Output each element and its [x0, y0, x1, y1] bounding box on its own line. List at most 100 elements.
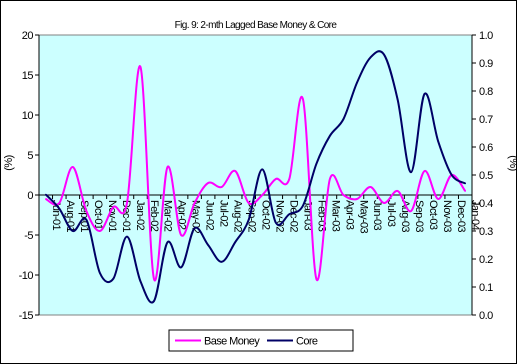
base-money-point	[139, 66, 142, 68]
base-money-point	[58, 202, 61, 204]
base-money-point	[99, 230, 101, 232]
base-money-point	[112, 206, 115, 208]
x-tick-label: Aug-02	[232, 200, 244, 232]
y-left-tick-label: 5	[27, 150, 33, 162]
core-point	[234, 241, 237, 243]
core-point	[396, 98, 399, 101]
y-right-tick-label: 0.4	[479, 198, 493, 210]
core-point	[450, 174, 453, 176]
base-money-point	[288, 178, 291, 180]
core-point	[220, 261, 223, 263]
y-axis-left-label: (%)	[3, 155, 15, 171]
base-money-point	[274, 178, 277, 180]
y-right-tick-label: 1.0	[479, 30, 493, 42]
x-tick-label: Oct-03	[427, 200, 439, 230]
y-right-tick-label: 0.2	[479, 254, 493, 266]
y-left-tick-label: 0	[27, 190, 33, 202]
x-tick-label: Sep-01	[78, 200, 90, 232]
core-point	[44, 193, 47, 196]
y-right-tick-label: 0.9	[479, 58, 493, 70]
y-left-tick-label: -15	[19, 310, 34, 322]
y-right-tick-label: 0.8	[479, 86, 493, 98]
x-tick-label: Jul-02	[218, 200, 230, 227]
x-tick-label: Oct-01	[92, 200, 104, 230]
y-left-tick-label: 10	[22, 110, 34, 122]
core-series	[44, 50, 467, 304]
y-right-tick-label: 0.6	[479, 142, 493, 154]
base-money-point	[302, 98, 304, 100]
x-tick-label: Mar-03	[329, 200, 341, 232]
base-money-point	[369, 186, 372, 188]
y-right-tick-label: 0.0	[479, 310, 493, 322]
x-tick-label: Apr-03	[343, 200, 355, 230]
core-point	[99, 272, 101, 274]
base-money-point	[383, 202, 385, 204]
y-right-tick-label: 0.1	[479, 282, 493, 294]
base-money-point	[85, 210, 88, 212]
y-right-tick-label: 0.5	[479, 170, 493, 182]
x-tick-label: Jun-03	[371, 200, 383, 231]
core-point	[112, 277, 115, 280]
base-money-point	[396, 190, 399, 192]
core-point	[315, 163, 318, 165]
core-point	[72, 230, 74, 232]
core-point	[464, 182, 467, 185]
core-point	[180, 266, 182, 269]
core-point	[261, 168, 264, 171]
core-point	[437, 140, 439, 143]
core-point	[274, 221, 277, 224]
core-point	[139, 280, 142, 283]
base-money-point	[234, 170, 237, 172]
y-right-tick-label: 0.3	[479, 226, 493, 238]
core-point	[288, 213, 291, 215]
base-money-point	[437, 198, 439, 200]
y-left-tick-label: 20	[22, 30, 34, 42]
core-point	[302, 205, 304, 207]
base-money-point	[44, 198, 47, 200]
base-money-point	[410, 210, 412, 212]
x-tick-label: Dec-03	[455, 200, 467, 232]
y-axis-right-label: (%)	[507, 155, 516, 171]
x-tick-label: Sep-02	[246, 200, 258, 232]
base-money-point	[193, 202, 196, 204]
y-left-tick-label: 15	[22, 70, 34, 82]
x-tick-label: Dec-01	[120, 200, 132, 232]
chart-title: Fig. 9: 2-mth Lagged Base Money & Core	[175, 20, 338, 31]
x-tick-label: Aug-03	[399, 200, 411, 232]
core-point	[85, 219, 88, 221]
x-tick-label: Dec-02	[287, 200, 299, 232]
core-point	[193, 227, 196, 229]
x-tick-label: Oct-02	[260, 200, 272, 230]
x-tick-label: Jan-04	[469, 200, 481, 231]
base-money-point	[247, 202, 250, 204]
core-point	[153, 300, 155, 302]
x-tick-label: Sep-03	[413, 200, 425, 232]
base-money-point	[180, 234, 182, 236]
core-point	[166, 241, 169, 243]
core-point	[342, 118, 345, 120]
base-money-point	[329, 178, 331, 180]
base-money-point	[72, 166, 74, 168]
x-tick-label: Nov-01	[106, 200, 118, 232]
base-money-line	[45, 65, 467, 282]
x-tick-label: May-03	[357, 200, 369, 234]
base-money-point	[220, 186, 223, 188]
base-money-point	[342, 194, 345, 196]
core-point	[247, 219, 250, 221]
series-layer	[44, 50, 467, 304]
x-tick-label: Mar-02	[162, 200, 174, 232]
legend-item-core: Core	[267, 336, 319, 348]
plot-area	[38, 34, 473, 316]
core-point	[329, 135, 331, 137]
x-tick-label: Jul-03	[385, 200, 397, 227]
y-right-tick-label: 0.7	[479, 114, 493, 126]
core-point	[410, 171, 412, 173]
x-tick-label: Nov-02	[273, 200, 285, 232]
base-money-point	[315, 278, 318, 280]
base-money-point	[464, 190, 467, 192]
y-left-tick-label: -10	[19, 270, 34, 282]
base-money-point	[207, 182, 209, 184]
legend-box	[168, 329, 354, 352]
legend-label: Base Money	[204, 336, 260, 348]
